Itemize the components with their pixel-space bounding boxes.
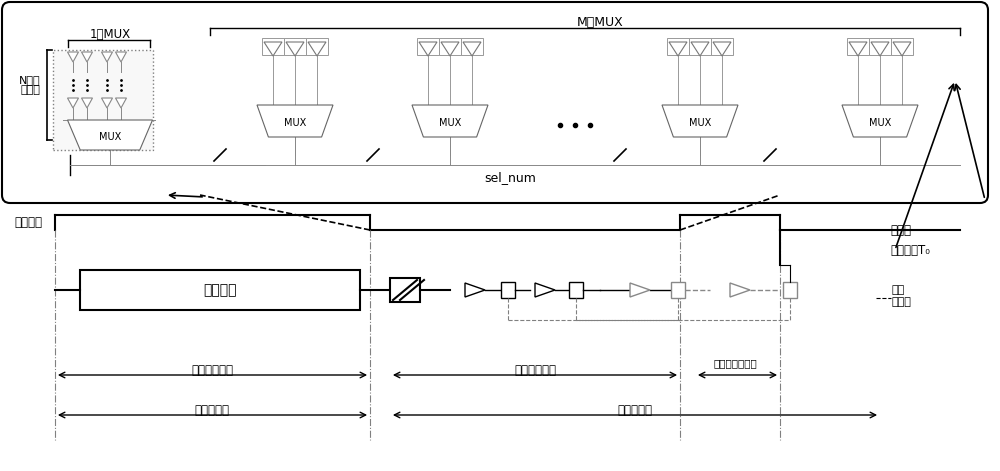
Polygon shape bbox=[465, 283, 485, 297]
Polygon shape bbox=[842, 105, 918, 137]
Polygon shape bbox=[102, 98, 112, 108]
Polygon shape bbox=[68, 52, 78, 62]
Polygon shape bbox=[116, 98, 126, 108]
Bar bbox=[390, 278, 420, 302]
Polygon shape bbox=[730, 283, 750, 297]
Polygon shape bbox=[68, 98, 78, 108]
Polygon shape bbox=[893, 42, 911, 56]
Bar bbox=[689, 38, 711, 55]
Polygon shape bbox=[463, 42, 481, 56]
Polygon shape bbox=[441, 42, 459, 56]
Text: M个MUX: M个MUX bbox=[577, 16, 623, 29]
Polygon shape bbox=[286, 42, 304, 56]
Polygon shape bbox=[82, 52, 92, 62]
Text: 可变延时区域: 可变延时区域 bbox=[191, 365, 233, 377]
Bar bbox=[711, 38, 733, 55]
Bar bbox=[847, 38, 869, 55]
Bar bbox=[306, 38, 328, 55]
Bar bbox=[667, 38, 689, 55]
Text: MUX: MUX bbox=[869, 118, 891, 128]
FancyBboxPatch shape bbox=[2, 2, 988, 203]
Text: MUX: MUX bbox=[689, 118, 711, 128]
Bar bbox=[53, 50, 153, 150]
Bar bbox=[262, 38, 284, 55]
Text: 时单元: 时单元 bbox=[20, 85, 40, 95]
Text: MUX: MUX bbox=[439, 118, 461, 128]
Bar bbox=[439, 38, 461, 55]
Text: 延时单元T₀: 延时单元T₀ bbox=[890, 244, 930, 257]
Polygon shape bbox=[264, 42, 282, 56]
Text: 触发器: 触发器 bbox=[892, 297, 912, 307]
Polygon shape bbox=[116, 52, 126, 62]
Text: 固定延时区域: 固定延时区域 bbox=[514, 365, 556, 377]
Bar bbox=[417, 38, 439, 55]
Polygon shape bbox=[308, 42, 326, 56]
Polygon shape bbox=[82, 98, 92, 108]
Polygon shape bbox=[535, 283, 555, 297]
Polygon shape bbox=[662, 105, 738, 137]
Text: 阈值位: 阈值位 bbox=[890, 224, 911, 236]
Polygon shape bbox=[691, 42, 709, 56]
Polygon shape bbox=[849, 42, 867, 56]
Text: sel_num: sel_num bbox=[484, 171, 536, 185]
Text: MUX: MUX bbox=[284, 118, 306, 128]
Polygon shape bbox=[102, 52, 112, 62]
Polygon shape bbox=[871, 42, 889, 56]
Text: 参考时钟: 参考时钟 bbox=[14, 216, 42, 228]
Bar bbox=[891, 38, 913, 55]
Bar bbox=[569, 282, 583, 298]
Bar bbox=[284, 38, 306, 55]
Bar bbox=[783, 282, 797, 298]
Text: 采样: 采样 bbox=[892, 285, 905, 295]
Text: 复制路径: 复制路径 bbox=[203, 283, 237, 297]
Polygon shape bbox=[257, 105, 333, 137]
Bar bbox=[80, 270, 360, 310]
Bar bbox=[461, 38, 483, 55]
Polygon shape bbox=[412, 105, 488, 137]
Bar bbox=[671, 282, 685, 298]
Polygon shape bbox=[630, 283, 650, 297]
Text: 固定电压域: 固定电压域 bbox=[618, 405, 652, 417]
Text: 可变电压域: 可变电压域 bbox=[194, 405, 230, 417]
Polygon shape bbox=[669, 42, 687, 56]
Text: N个延: N个延 bbox=[19, 75, 41, 85]
Text: 1个MUX: 1个MUX bbox=[89, 29, 131, 41]
Polygon shape bbox=[713, 42, 731, 56]
Bar bbox=[501, 282, 515, 298]
Text: MUX: MUX bbox=[99, 131, 121, 141]
Bar bbox=[869, 38, 891, 55]
Polygon shape bbox=[68, 120, 152, 150]
Text: 测量辅助延区域: 测量辅助延区域 bbox=[713, 358, 757, 368]
Polygon shape bbox=[419, 42, 437, 56]
